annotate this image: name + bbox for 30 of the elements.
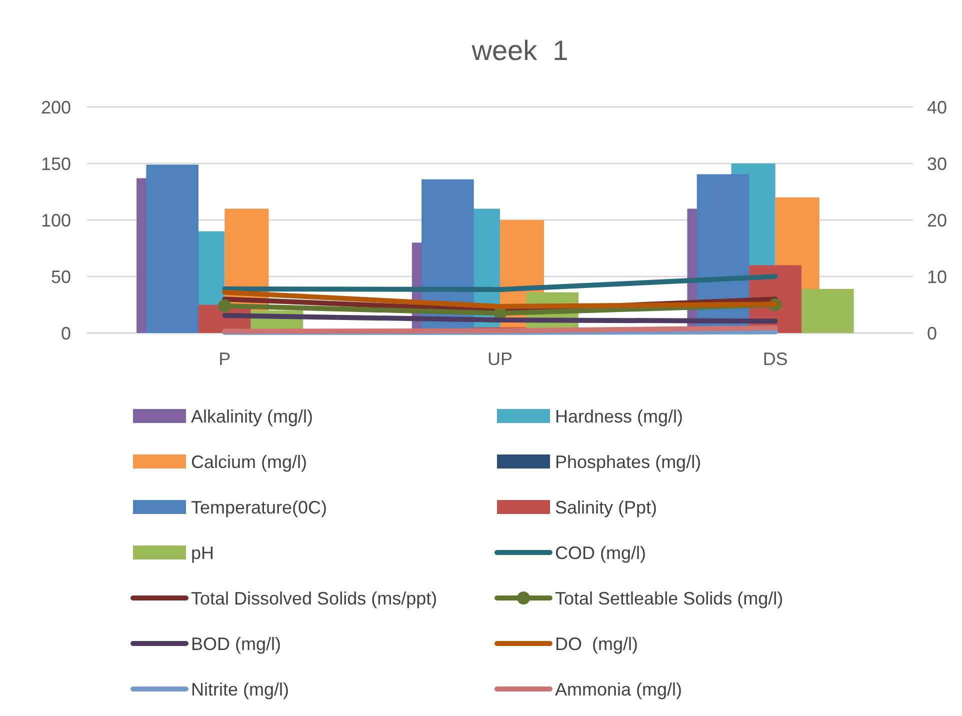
y-tick-label: 200 (40, 97, 71, 118)
point (218, 299, 232, 312)
legend-label: DO (mg/l) (555, 634, 638, 654)
legend-label: Nitrite (mg/l) (191, 679, 289, 700)
y2-tick-label: 0 (927, 323, 938, 344)
legend-label: pH (191, 542, 214, 563)
legend-label: Temperature(0C) (191, 497, 328, 518)
legend-label: BOD (mg/l) (191, 634, 281, 654)
bar (801, 288, 854, 333)
y2-tick-label: 30 (927, 154, 948, 174)
x-tick-label: P (218, 349, 231, 369)
legend-label: Ammonia (mg/l) (555, 679, 682, 700)
y-tick-label: 50 (50, 266, 71, 287)
x-tick-label: UP (487, 349, 513, 369)
y-tick-label: 100 (40, 210, 71, 230)
y-tick-label: 0 (60, 323, 71, 344)
x-tick-label: DS (762, 349, 788, 369)
legend-label: Total Dissolved Solids (ms/ppt) (191, 588, 438, 608)
legend-label: Alkalinity (mg/l) (191, 406, 314, 426)
y-tick-label: 150 (40, 154, 71, 174)
legend-label: Salinity (Ppt) (555, 497, 658, 518)
legend-label: Total Settleable Solids (mg/l) (555, 588, 784, 608)
y2-tick-label: 20 (927, 210, 948, 230)
legend-label: Calcium (mg/l) (191, 452, 308, 472)
legend-label: Phosphates (mg/l) (555, 452, 702, 472)
y2-tick-label: 10 (927, 266, 948, 287)
chart-title: week 1 (470, 35, 568, 66)
y2-tick-label: 40 (927, 97, 948, 118)
legend-label: COD (mg/l) (555, 542, 646, 563)
legend-label: Hardness (mg/l) (555, 406, 684, 426)
